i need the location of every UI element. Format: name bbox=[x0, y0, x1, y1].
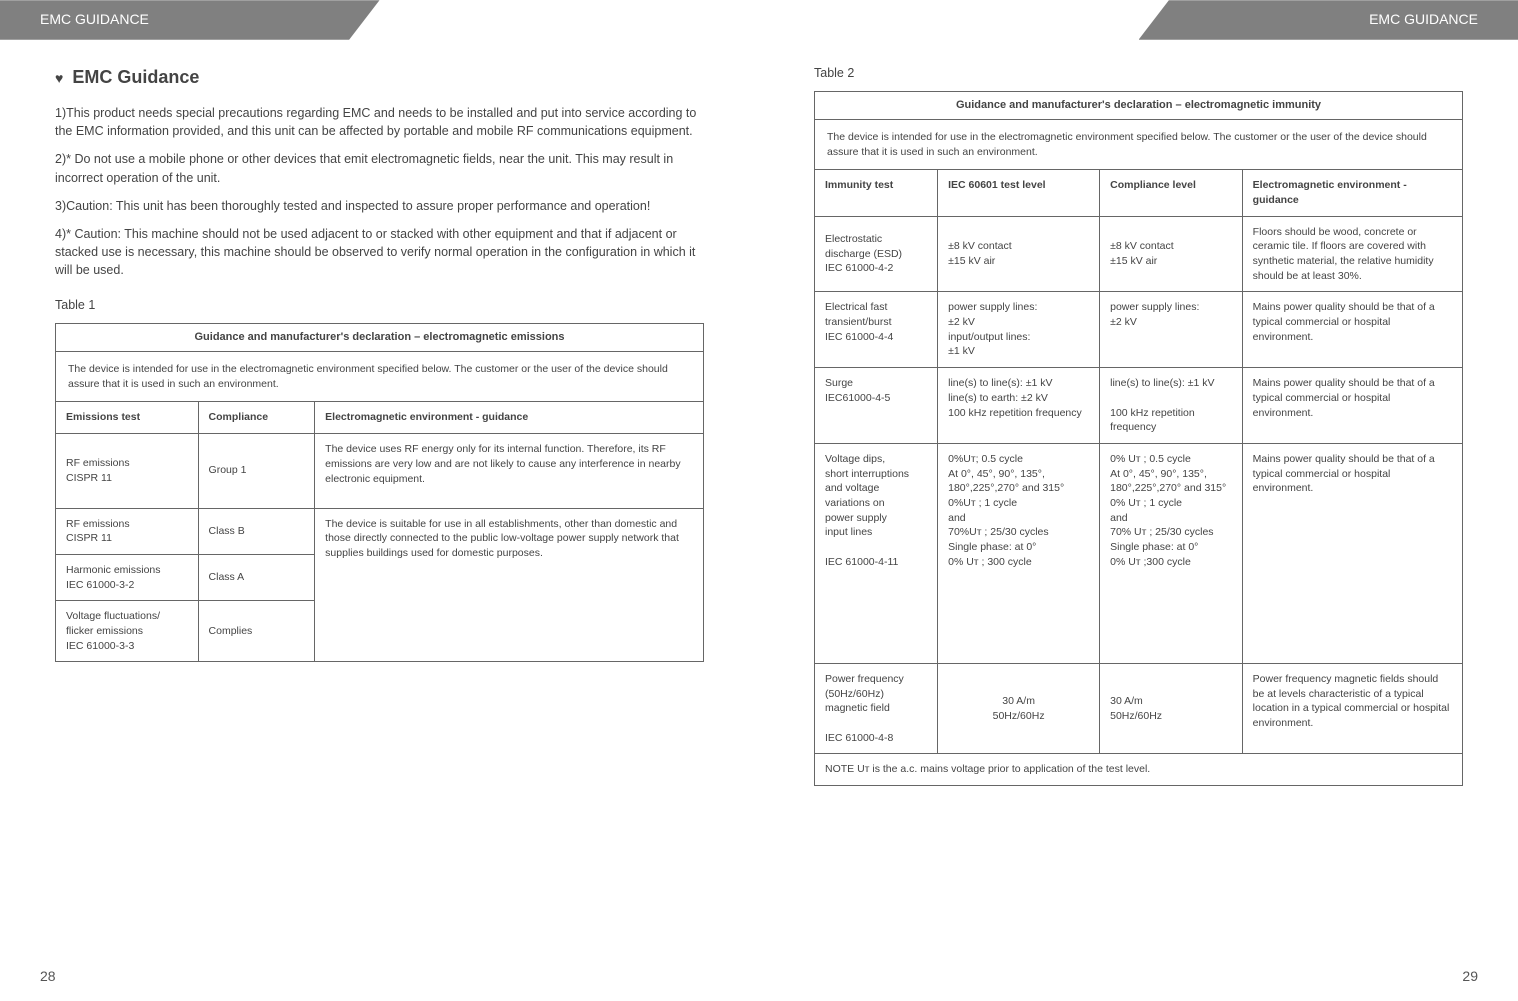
t1-h2: Electromagnetic environment - guidance bbox=[315, 402, 704, 434]
table1: Guidance and manufacturer's declaration … bbox=[55, 323, 704, 663]
table-row: Surge IEC61000-4-5 line(s) to line(s): ±… bbox=[815, 368, 1463, 444]
t1-r1c0: RF emissions CISPR 11 bbox=[56, 508, 199, 554]
t1-r0c2: The device uses RF energy only for its i… bbox=[315, 434, 704, 508]
table-row: Electrostatic discharge (ESD) IEC 61000-… bbox=[815, 216, 1463, 292]
t2-r0c0: Electrostatic discharge (ESD) IEC 61000-… bbox=[815, 216, 938, 292]
table-row: Power frequency (50Hz/60Hz) magnetic fie… bbox=[815, 663, 1463, 753]
t2-r4c0: Power frequency (50Hz/60Hz) magnetic fie… bbox=[815, 663, 938, 753]
table2-label: Table 2 bbox=[814, 65, 1463, 83]
header-left-label: EMC GUIDANCE bbox=[0, 0, 380, 40]
header-bar-left: EMC GUIDANCE bbox=[0, 0, 759, 40]
t2-h2: Compliance level bbox=[1100, 170, 1243, 216]
t2-r3c2: 0% Uᴛ ; 0.5 cycle At 0°, 45°, 90°, 135°,… bbox=[1100, 443, 1243, 663]
t2-r1c3: Mains power quality should be that of a … bbox=[1242, 292, 1462, 368]
t2-r3c3: Mains power quality should be that of a … bbox=[1242, 443, 1462, 663]
left-page: EMC GUIDANCE ♥ EMC Guidance 1)This produ… bbox=[0, 0, 759, 1001]
t2-r1c2: power supply lines: ±2 kV bbox=[1100, 292, 1243, 368]
t2-r0c3: Floors should be wood, concrete or ceram… bbox=[1242, 216, 1462, 292]
t1-r0c1: Group 1 bbox=[198, 434, 315, 508]
table-row: NOTE Uᴛ is the a.c. mains voltage prior … bbox=[815, 754, 1463, 786]
t1-r1c2: The device is suitable for use in all es… bbox=[315, 508, 704, 662]
t1-h1: Compliance bbox=[198, 402, 315, 434]
t2-desc: The device is intended for use in the el… bbox=[815, 119, 1463, 169]
t2-r0c1: ±8 kV contact ±15 kV air bbox=[938, 216, 1100, 292]
t2-r2c3: Mains power quality should be that of a … bbox=[1242, 368, 1462, 444]
right-page: EMC GUIDANCE Table 2 Guidance and manufa… bbox=[759, 0, 1518, 1001]
table-row: RF emissions CISPR 11 Class B The device… bbox=[56, 508, 704, 554]
t1-r3c0: Voltage fluctuations/ flicker emissions … bbox=[56, 601, 199, 662]
t1-r0c0: RF emissions CISPR 11 bbox=[56, 434, 199, 508]
t2-r0c2: ±8 kV contact ±15 kV air bbox=[1100, 216, 1243, 292]
t2-r4c1: 30 A/m 50Hz/60Hz bbox=[938, 663, 1100, 753]
heart-icon: ♥ bbox=[55, 70, 63, 86]
t2-r1c1: power supply lines: ±2 kV input/output l… bbox=[938, 292, 1100, 368]
header-bar-right: EMC GUIDANCE bbox=[759, 0, 1518, 40]
t2-h1: IEC 60601 test level bbox=[938, 170, 1100, 216]
pagenum-left: 28 bbox=[40, 967, 56, 987]
t2-banner: Guidance and manufacturer's declaration … bbox=[815, 91, 1463, 119]
header-right-label: EMC GUIDANCE bbox=[1139, 0, 1518, 40]
t2-r4c2: 30 A/m 50Hz/60Hz bbox=[1100, 663, 1243, 753]
t2-h0: Immunity test bbox=[815, 170, 938, 216]
t2-r4c3: Power frequency magnetic fields should b… bbox=[1242, 663, 1462, 753]
intro-p4: 4)* Caution: This machine should not be … bbox=[55, 225, 704, 279]
table2: Guidance and manufacturer's declaration … bbox=[814, 91, 1463, 787]
t2-r1c0: Electrical fast transient/burst IEC 6100… bbox=[815, 292, 938, 368]
table1-label: Table 1 bbox=[55, 297, 704, 315]
t2-note: NOTE Uᴛ is the a.c. mains voltage prior … bbox=[815, 754, 1463, 786]
t2-r2c1: line(s) to line(s): ±1 kV line(s) to ear… bbox=[938, 368, 1100, 444]
table-row: Electrical fast transient/burst IEC 6100… bbox=[815, 292, 1463, 368]
table-row: Voltage dips, short interruptions and vo… bbox=[815, 443, 1463, 663]
pagenum-right: 29 bbox=[1462, 967, 1478, 987]
t1-r2c1: Class A bbox=[198, 554, 315, 600]
t1-h0: Emissions test bbox=[56, 402, 199, 434]
t2-r2c2: line(s) to line(s): ±1 kV 100 kHz repeti… bbox=[1100, 368, 1243, 444]
t1-r1c1: Class B bbox=[198, 508, 315, 554]
right-page-body: Table 2 Guidance and manufacturer's decl… bbox=[759, 40, 1518, 1001]
intro-p1: 1)This product needs special precautions… bbox=[55, 104, 704, 140]
title-text: EMC Guidance bbox=[72, 67, 199, 87]
intro-block: 1)This product needs special precautions… bbox=[55, 104, 704, 279]
t1-r3c1: Complies bbox=[198, 601, 315, 662]
t1-r2c0: Harmonic emissions IEC 61000-3-2 bbox=[56, 554, 199, 600]
t2-r2c0: Surge IEC61000-4-5 bbox=[815, 368, 938, 444]
table-row: RF emissions CISPR 11 Group 1 The device… bbox=[56, 434, 704, 508]
intro-p3: 3)Caution: This unit has been thoroughly… bbox=[55, 197, 704, 215]
t2-r3c1: 0%Uᴛ; 0.5 cycle At 0°, 45°, 90°, 135°, 1… bbox=[938, 443, 1100, 663]
intro-p2: 2)* Do not use a mobile phone or other d… bbox=[55, 150, 704, 186]
section-title: ♥ EMC Guidance bbox=[55, 65, 704, 90]
t1-desc: The device is intended for use in the el… bbox=[56, 352, 704, 402]
t2-r3c0: Voltage dips, short interruptions and vo… bbox=[815, 443, 938, 663]
left-page-body: ♥ EMC Guidance 1)This product needs spec… bbox=[0, 40, 759, 1001]
t1-banner: Guidance and manufacturer's declaration … bbox=[56, 323, 704, 351]
t2-h3: Electromagnetic environment - guidance bbox=[1242, 170, 1462, 216]
